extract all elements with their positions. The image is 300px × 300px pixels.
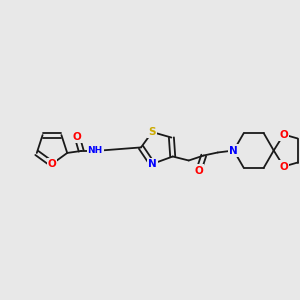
- Text: S: S: [148, 127, 156, 137]
- Text: O: O: [48, 159, 56, 169]
- Text: O: O: [194, 166, 203, 176]
- Text: NH: NH: [88, 146, 103, 155]
- Text: N: N: [229, 146, 238, 155]
- Text: O: O: [279, 130, 288, 140]
- Text: O: O: [279, 161, 288, 172]
- Text: O: O: [73, 132, 82, 142]
- Text: N: N: [148, 159, 157, 169]
